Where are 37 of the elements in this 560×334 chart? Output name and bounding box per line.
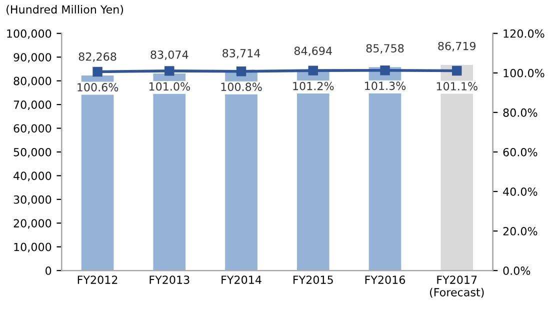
data-label: 84,694	[294, 46, 332, 56]
y-tick-label: 60,000	[14, 124, 52, 134]
y-tick-label: 70,000	[14, 100, 52, 110]
y2-tick-label: 40.0%	[503, 187, 538, 196]
x-tick-label: FY2012	[78, 276, 118, 284]
data-label: 101.3%	[365, 82, 406, 90]
data-label: 83,074	[150, 50, 188, 60]
y2-tick-label: 80.0%	[503, 108, 538, 117]
y-tick-label: 30,000	[14, 195, 52, 205]
data-label: 86,719	[438, 42, 476, 52]
y-tick-label: 80,000	[14, 76, 52, 86]
x-tick-label: FY2017 (Forecast)	[430, 276, 484, 298]
x-tick-label: FY2015	[293, 276, 333, 284]
y-tick-label: 10,000	[14, 242, 52, 252]
y-tick-label: 20,000	[14, 219, 52, 229]
data-label: 100.8%	[221, 82, 262, 92]
y2-tick-label: 120.0%	[504, 29, 544, 38]
data-label: 101.0%	[149, 82, 190, 91]
data-label: 101.2%	[293, 82, 334, 90]
data-label: 83,714	[222, 48, 260, 58]
y2-tick-label: 60.0%	[503, 148, 538, 156]
x-tick-label: FY2016	[365, 276, 406, 284]
x-tick-label: FY2014	[222, 276, 262, 284]
y2-tick-label: 0.0%	[503, 266, 530, 275]
y-tick-label: 50,000	[14, 148, 52, 158]
y-tick-label: 0	[46, 266, 52, 275]
y2-tick-label: 20.0%	[503, 226, 538, 236]
data-label: 101.1%	[436, 82, 478, 90]
x-tick-label: FY2013	[150, 276, 190, 284]
data-label: 82,268	[78, 52, 116, 62]
y-tick-label: 40,000	[14, 172, 52, 182]
data-label: 100.6%	[78, 83, 118, 92]
y-tick-label: 100,000	[7, 29, 52, 39]
y-tick-label: 90,000	[14, 53, 52, 63]
y2-tick-label: 100.0%	[504, 68, 544, 78]
data-label: 85,758	[366, 44, 404, 54]
y-axis-title: (Hundred Million Yen)	[6, 5, 124, 15]
